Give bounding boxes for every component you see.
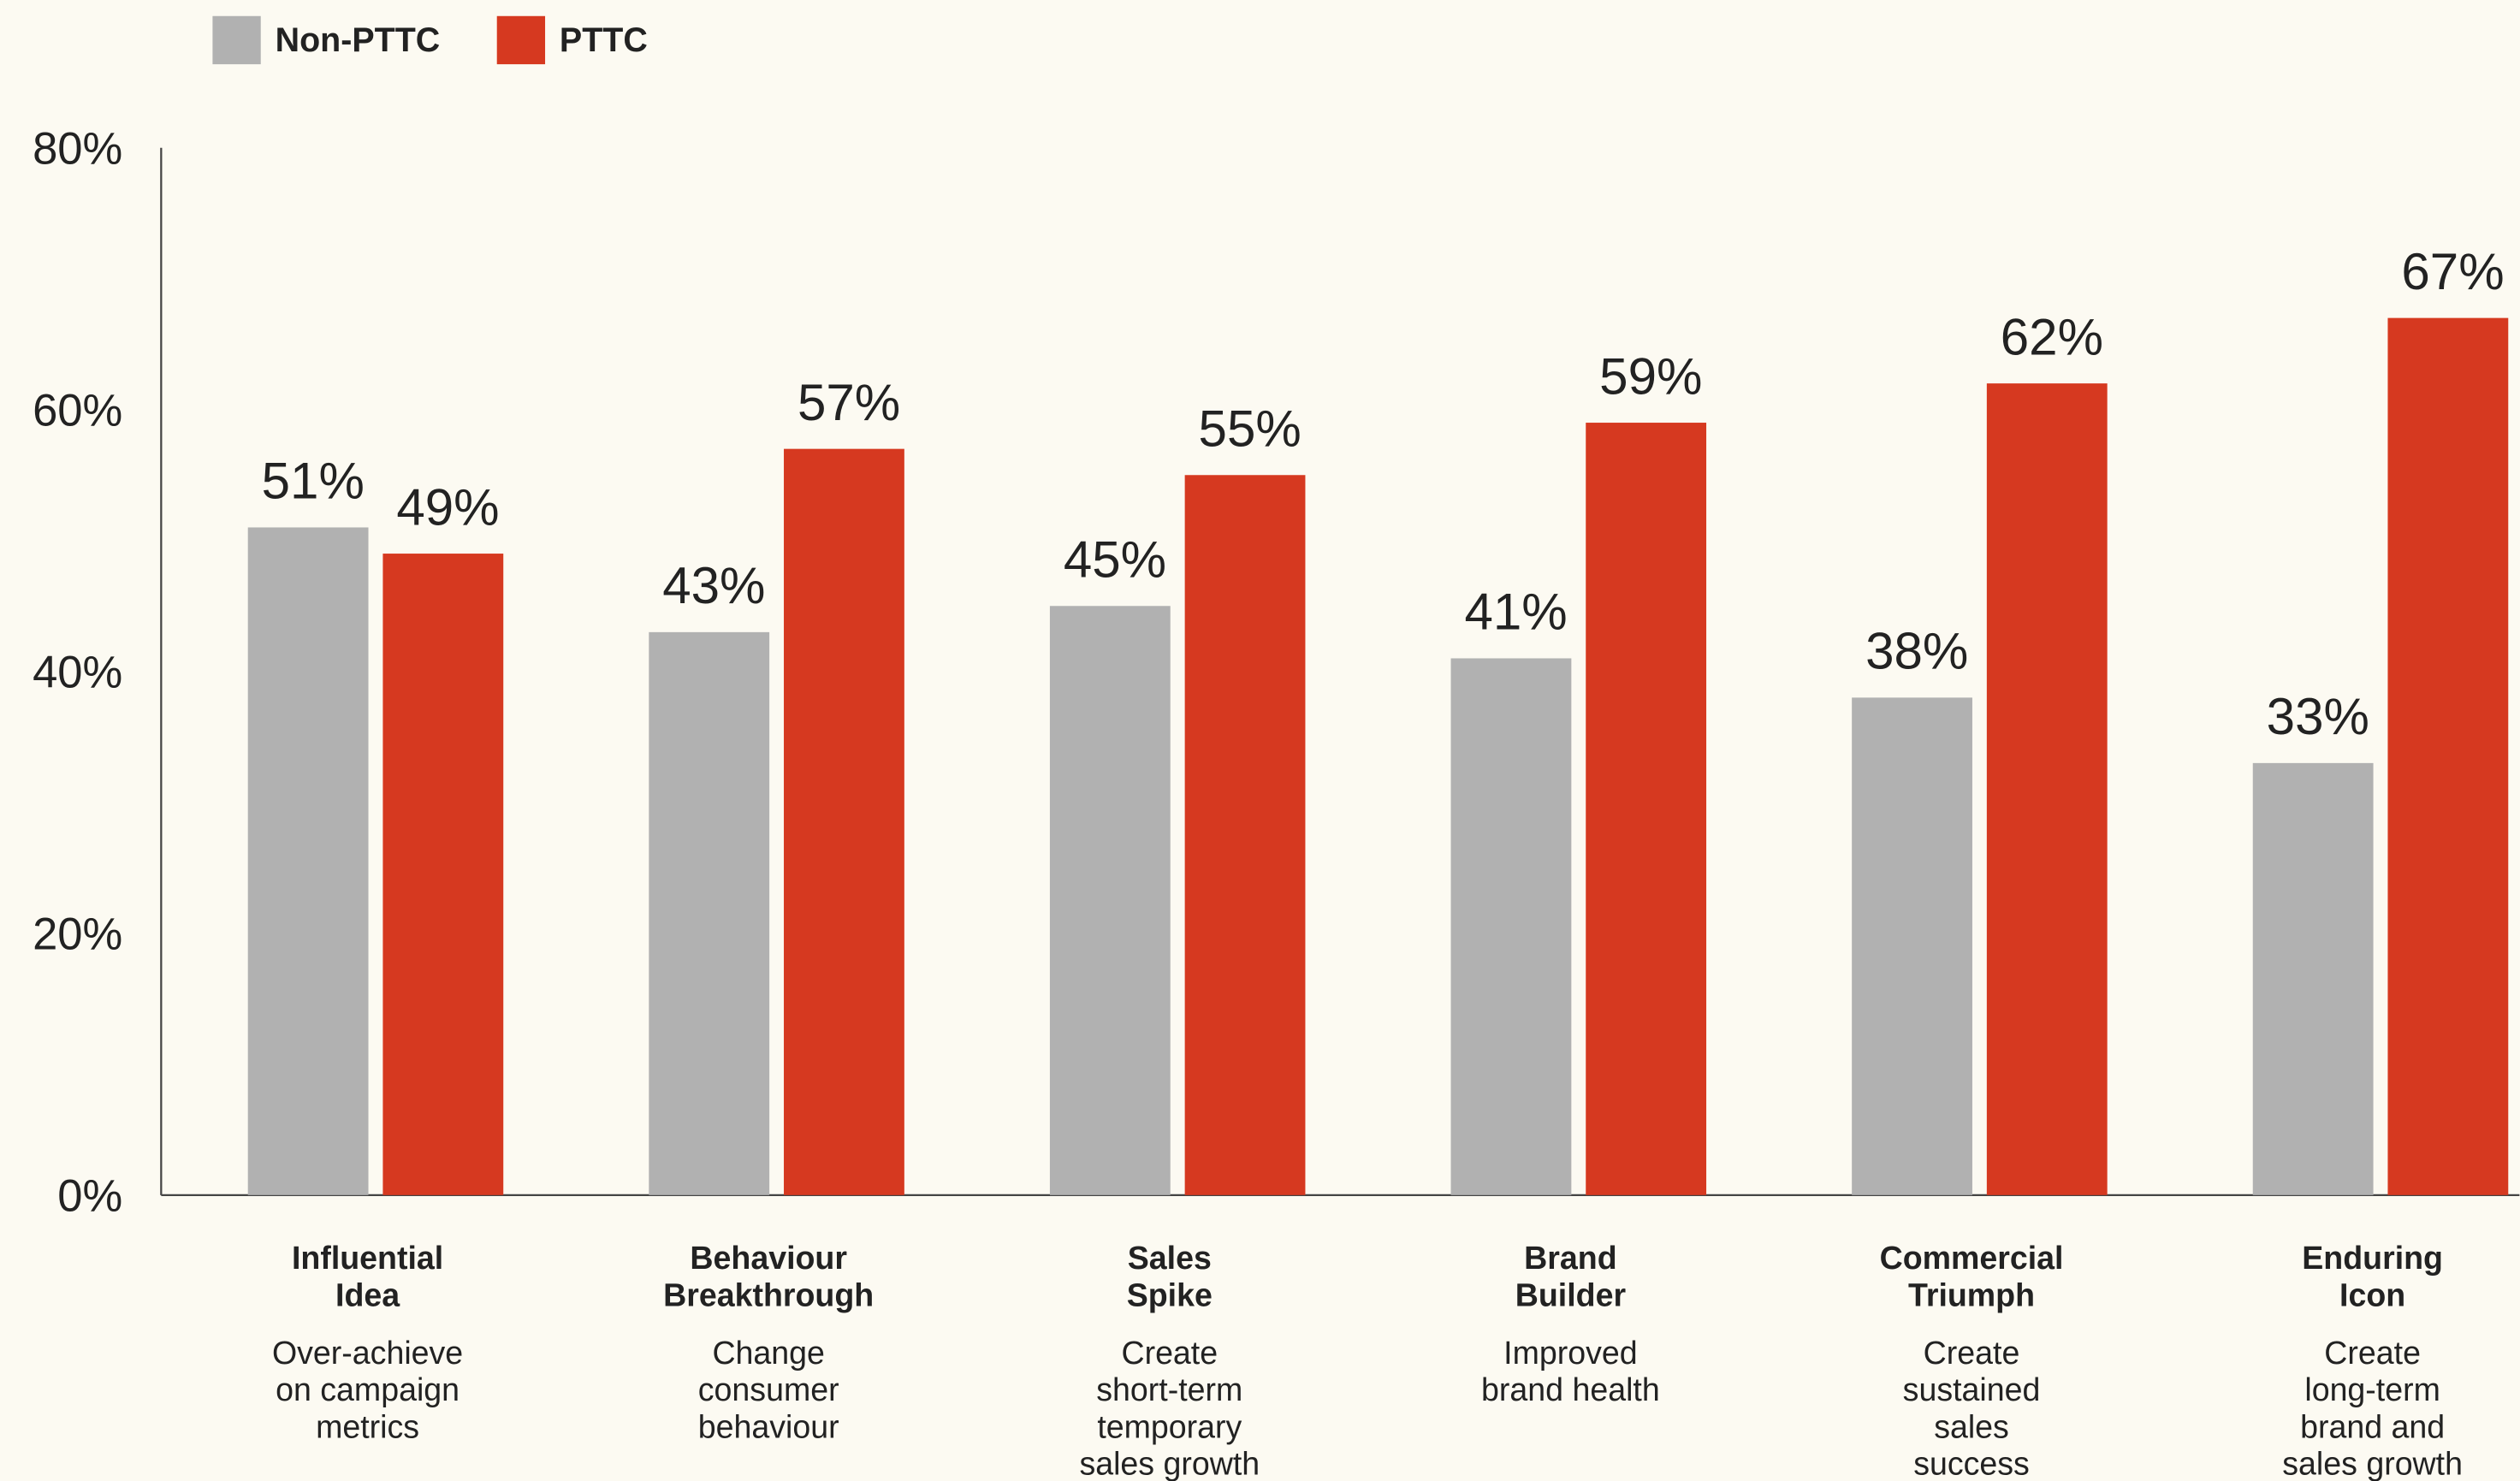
value-label: 62% — [2001, 308, 2103, 365]
legend-label: PTTC — [560, 21, 648, 59]
category-description: Create — [1924, 1335, 2020, 1371]
bar — [1852, 697, 1972, 1195]
x-tick-label: Enduring — [2302, 1240, 2443, 1276]
legend-label: Non-PTTC — [276, 21, 441, 59]
value-label: 55% — [1199, 400, 1302, 457]
value-label: 43% — [662, 557, 765, 614]
value-label: 49% — [396, 478, 499, 536]
category-description: long-term — [2304, 1371, 2440, 1407]
legend-swatch — [496, 15, 546, 65]
category-description: sales growth — [2282, 1445, 2463, 1481]
category-description: Create — [2324, 1335, 2421, 1371]
value-label: 51% — [262, 453, 365, 510]
value-label: 57% — [798, 374, 900, 431]
x-tick-label: Spike — [1127, 1277, 1213, 1312]
bar — [2252, 762, 2374, 1195]
category-description: metrics — [316, 1408, 419, 1444]
y-tick-label: 60% — [33, 386, 122, 436]
x-tick-label: Brand — [1524, 1240, 1616, 1276]
value-label: 67% — [2401, 243, 2504, 300]
legend-swatch — [212, 15, 261, 65]
category-description: sales — [1934, 1408, 2009, 1444]
y-tick-label: 0% — [57, 1171, 122, 1222]
y-tick-label: 80% — [33, 123, 122, 174]
x-tick-label: Commercial — [1880, 1240, 2064, 1276]
category-description: success — [1913, 1445, 2030, 1481]
category-description: on campaign — [276, 1371, 460, 1407]
category-description: temporary — [1097, 1408, 1242, 1444]
bar — [1049, 606, 1171, 1195]
category-description: consumer — [698, 1371, 839, 1407]
bar — [649, 631, 770, 1195]
x-tick-label: Sales — [1128, 1240, 1212, 1276]
x-tick-label: Breakthrough — [663, 1277, 874, 1312]
bar — [1986, 383, 2108, 1195]
x-tick-label: Icon — [2339, 1277, 2405, 1312]
bar — [382, 554, 504, 1195]
value-label: 59% — [1599, 347, 1702, 405]
x-tick-label: Influential — [292, 1240, 443, 1276]
category-description: brand health — [1481, 1371, 1660, 1407]
x-tick-label: Triumph — [1908, 1277, 2035, 1312]
value-label: 38% — [1865, 623, 1968, 680]
bar — [1450, 658, 1572, 1195]
category-description: Over-achieve — [272, 1335, 463, 1371]
category-description: sustained — [1903, 1371, 2041, 1407]
category-description: Change — [712, 1335, 824, 1371]
y-tick-label: 40% — [33, 648, 122, 698]
category-description: sales growth — [1079, 1445, 1260, 1481]
bar — [1184, 475, 1306, 1195]
value-label: 41% — [1464, 584, 1567, 641]
bar — [2387, 317, 2509, 1195]
x-tick-label: Idea — [335, 1277, 400, 1312]
category-description: short-term — [1096, 1371, 1242, 1407]
x-tick-label: Builder — [1515, 1277, 1627, 1312]
category-description: Create — [1121, 1335, 1218, 1371]
value-label: 33% — [2267, 688, 2369, 745]
value-label: 45% — [1064, 530, 1166, 588]
category-description: Improved — [1503, 1335, 1637, 1371]
y-tick-label: 20% — [33, 909, 122, 960]
x-tick-label: Behaviour — [690, 1240, 847, 1276]
bar — [1586, 423, 1707, 1195]
category-description: brand and — [2300, 1408, 2445, 1444]
bar — [247, 527, 369, 1195]
category-description: behaviour — [698, 1408, 839, 1444]
bar — [784, 448, 904, 1195]
